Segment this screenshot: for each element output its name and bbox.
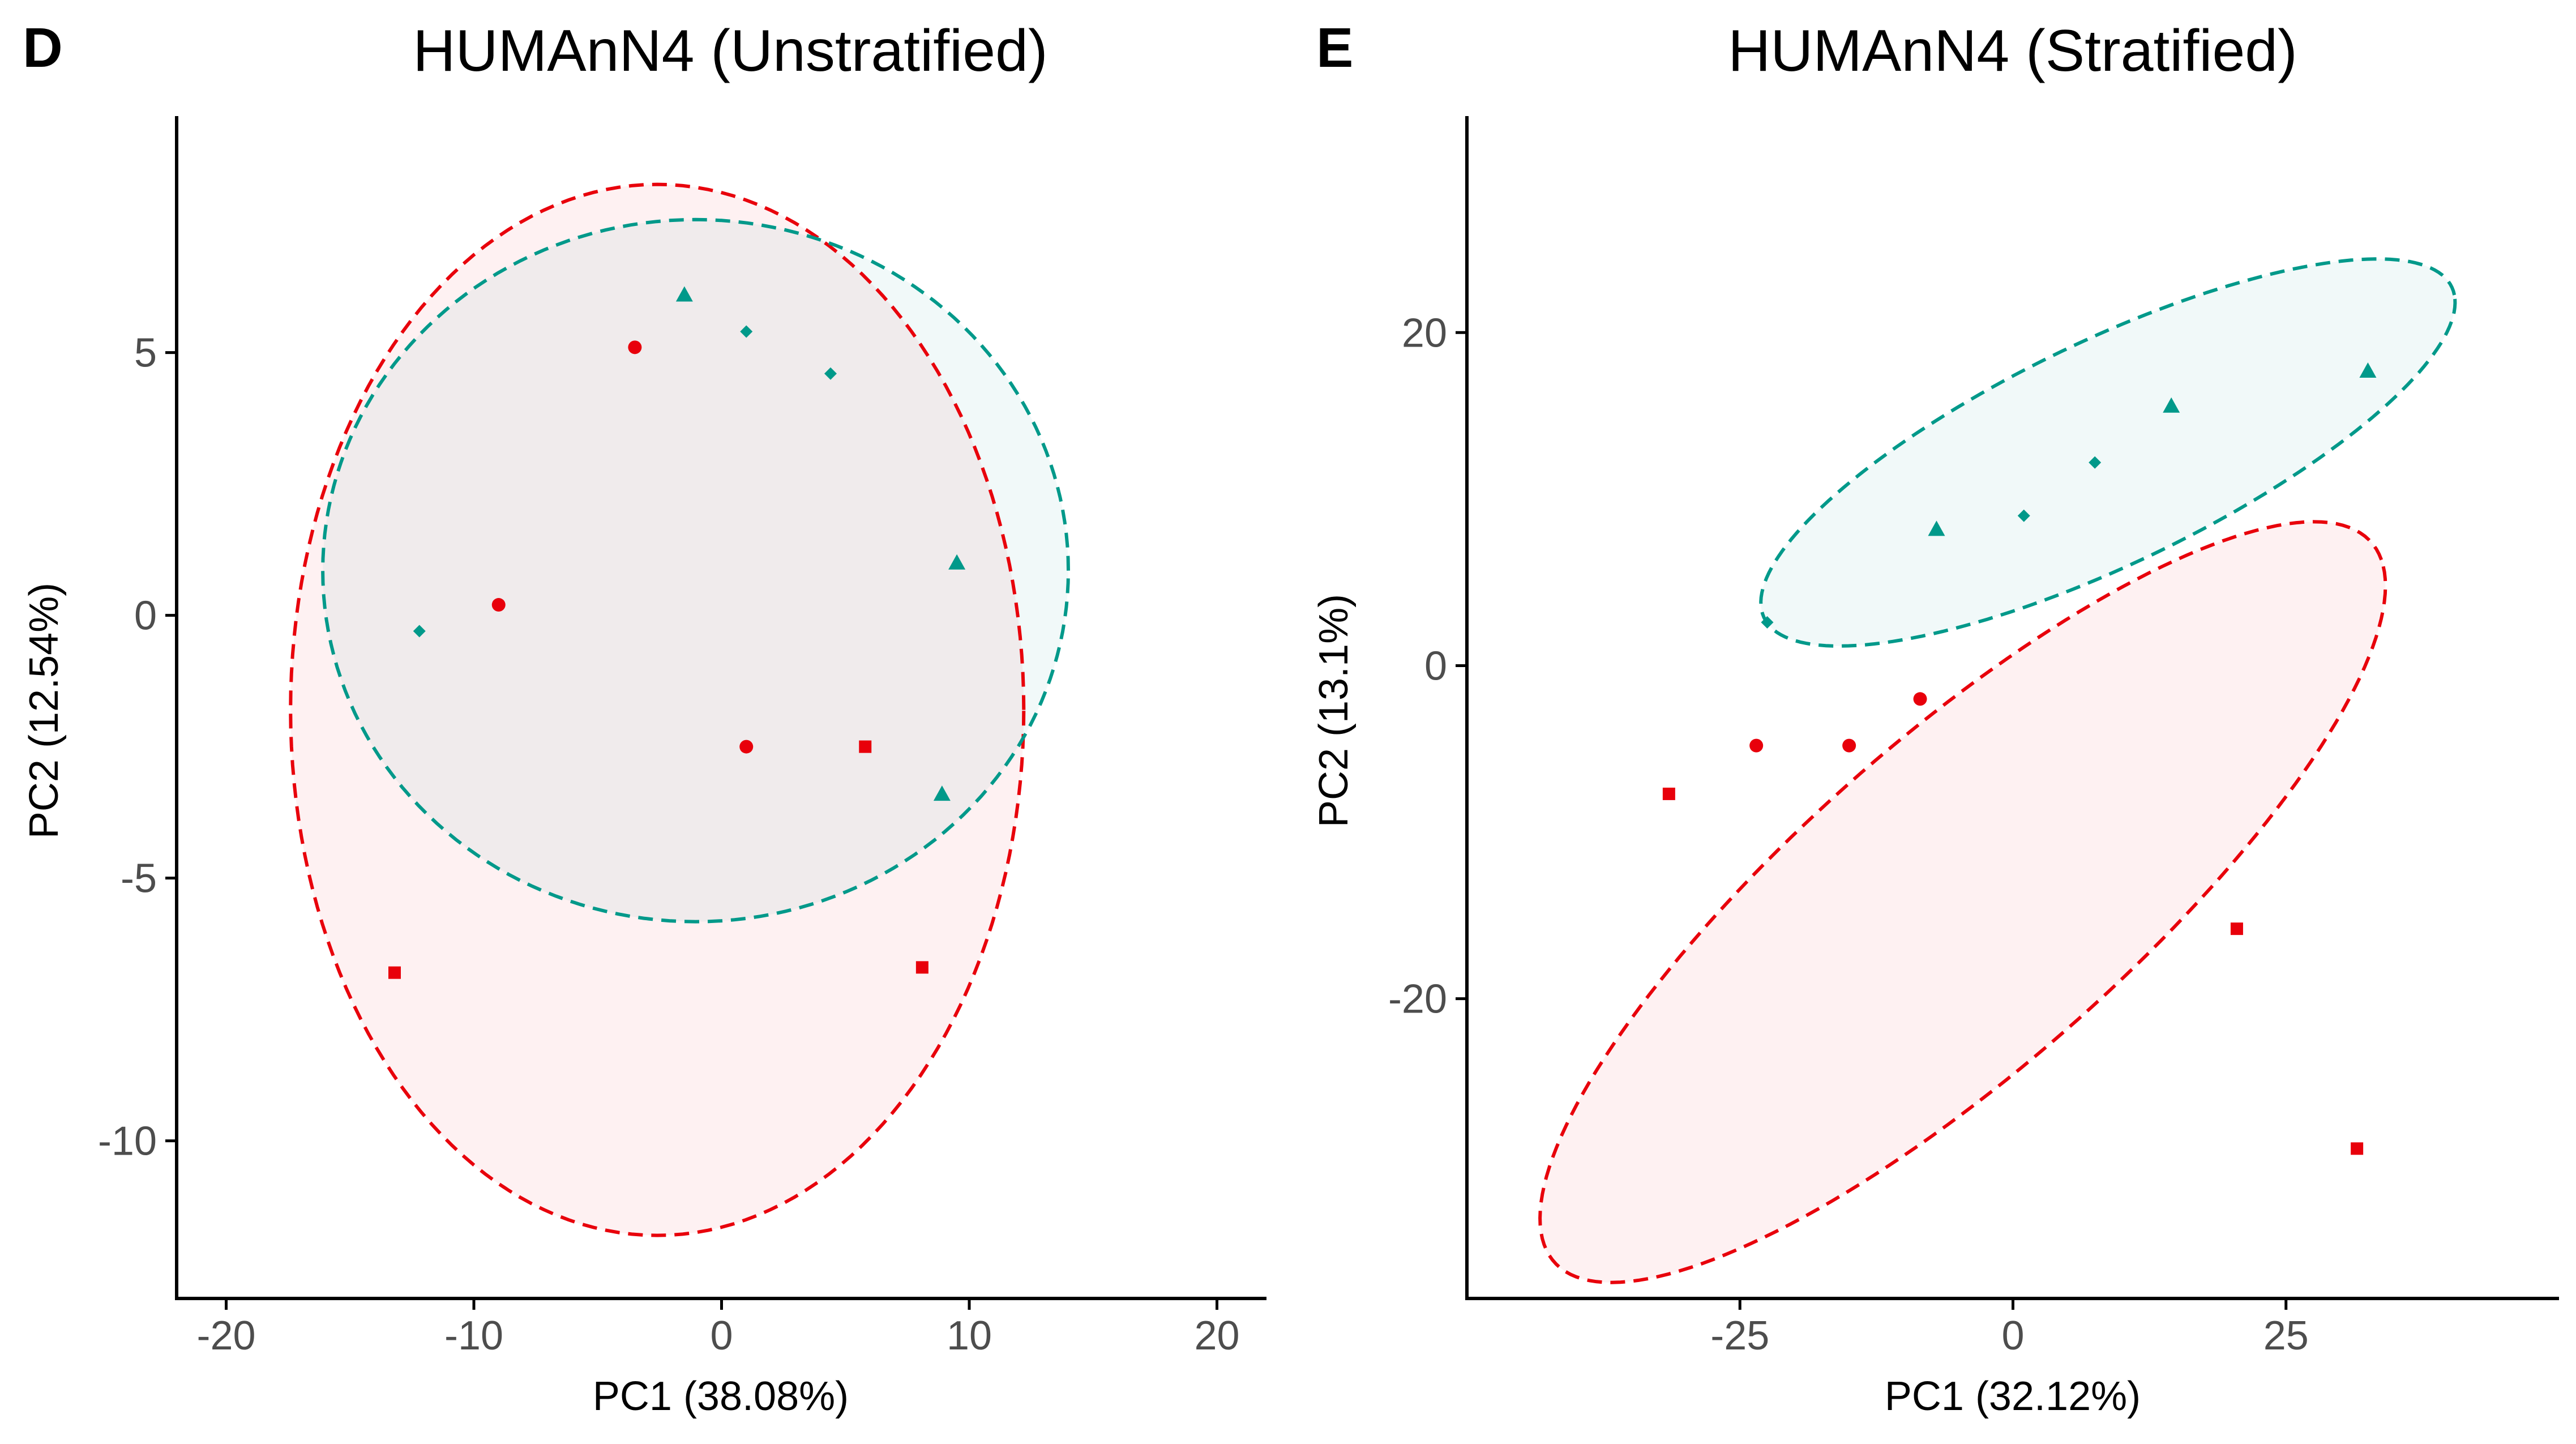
panel-d-y-tick-label: -5 (121, 856, 157, 902)
panel-d-plot-area (289, 182, 1071, 1237)
panel-e-point-1-5 (2359, 362, 2377, 378)
panel-d-title: HUMAnN4 (Unstratified) (413, 18, 1047, 84)
panel-e-y-tick-label: 0 (1424, 643, 1447, 689)
panel-d-point-0-2 (739, 740, 754, 754)
panel-d-point-1-0 (675, 286, 693, 302)
panel-d-ellipse-fill-1 (323, 219, 1068, 922)
panel-d-y-tick-label: -10 (98, 1119, 157, 1164)
panel-d-y-axis-label: PC2 (12.54%) (22, 583, 67, 839)
panel-d-ellipse-fill-0 (290, 184, 1024, 1236)
panel-d: D HUMAnN4 (Unstratified) -20 -10 0 10 20 -10… (22, 16, 1266, 1419)
panel-e-x-tick-label: 0 (2001, 1313, 2024, 1358)
panel-d-point-1-5 (933, 785, 951, 801)
panel-e-x-tick-label: 25 (2263, 1313, 2309, 1358)
panel-e-point-0-3 (1913, 692, 1927, 706)
panel-e-letter: E (1316, 16, 1353, 79)
panel-e-point-0-4 (2230, 922, 2243, 935)
panel-d-point-1-1 (740, 325, 753, 338)
panel-e-point-0-0 (1662, 787, 1675, 800)
panel-e-ellipse-fill-0 (1540, 522, 2386, 1283)
panel-d-point-0-3 (859, 740, 872, 753)
panel-e-ellipse-outline-0 (1538, 520, 2387, 1284)
panel-d-point-1-4 (413, 625, 426, 638)
panel-d-y-tick-label: 0 (134, 593, 157, 639)
panel-d-x-axis-label: PC1 (38.08%) (593, 1374, 849, 1419)
panel-d-point-0-1 (491, 598, 506, 612)
panel-d-x-tick-label: -20 (196, 1313, 255, 1358)
panel-e-point-1-1 (1928, 520, 1945, 536)
panel-e: E HUMAnN4 (Stratified) -25 0 25 -20 0 20 PC1… (1311, 16, 2559, 1419)
panel-d-point-1-3 (948, 554, 966, 570)
panel-e-y-ticks: -20 0 20 (1388, 310, 1467, 1022)
panel-e-ellipse-fill-1 (1761, 259, 2455, 646)
panel-e-y-axis-label: PC2 (13.1%) (1311, 594, 1357, 827)
panel-e-x-ticks: -25 0 25 (1710, 1298, 2309, 1358)
panel-e-point-1-3 (2089, 456, 2102, 469)
panel-e-point-1-0 (1761, 616, 1774, 629)
panel-e-y-tick-label: -20 (1388, 977, 1447, 1022)
panel-e-point-0-5 (2351, 1142, 2364, 1155)
panel-d-point-1-2 (824, 367, 837, 380)
panel-e-point-0-2 (1842, 738, 1856, 753)
panel-d-point-0-0 (628, 340, 642, 354)
panel-d-x-ticks: -20 -10 0 10 20 (196, 1298, 1240, 1358)
panel-e-point-0-1 (1749, 738, 1764, 753)
panel-e-point-1-2 (2017, 509, 2030, 522)
panel-e-x-axis-label: PC1 (32.12%) (1885, 1374, 2141, 1419)
panel-d-point-0-5 (915, 961, 928, 974)
panel-d-x-tick-label: 10 (947, 1313, 992, 1358)
panel-e-point-1-4 (2163, 397, 2180, 413)
panel-d-x-tick-label: 20 (1194, 1313, 1239, 1358)
panel-e-ellipse-outline-1 (1759, 257, 2457, 648)
panel-e-plot-area (1538, 257, 2457, 1284)
panel-e-y-tick-label: 20 (1402, 310, 1447, 356)
panel-d-x-tick-label: 0 (710, 1313, 733, 1358)
panel-d-y-tick-label: 5 (134, 331, 157, 376)
panel-d-point-0-4 (388, 966, 401, 979)
panel-d-letter: D (23, 16, 63, 79)
panel-d-x-tick-label: -10 (444, 1313, 503, 1358)
panel-e-title: HUMAnN4 (Stratified) (1728, 18, 2297, 84)
panel-d-y-ticks: -10 -5 0 5 (98, 331, 177, 1164)
panel-e-x-tick-label: -25 (1710, 1313, 1769, 1358)
panel-d-ellipse-outline-1 (321, 217, 1071, 924)
